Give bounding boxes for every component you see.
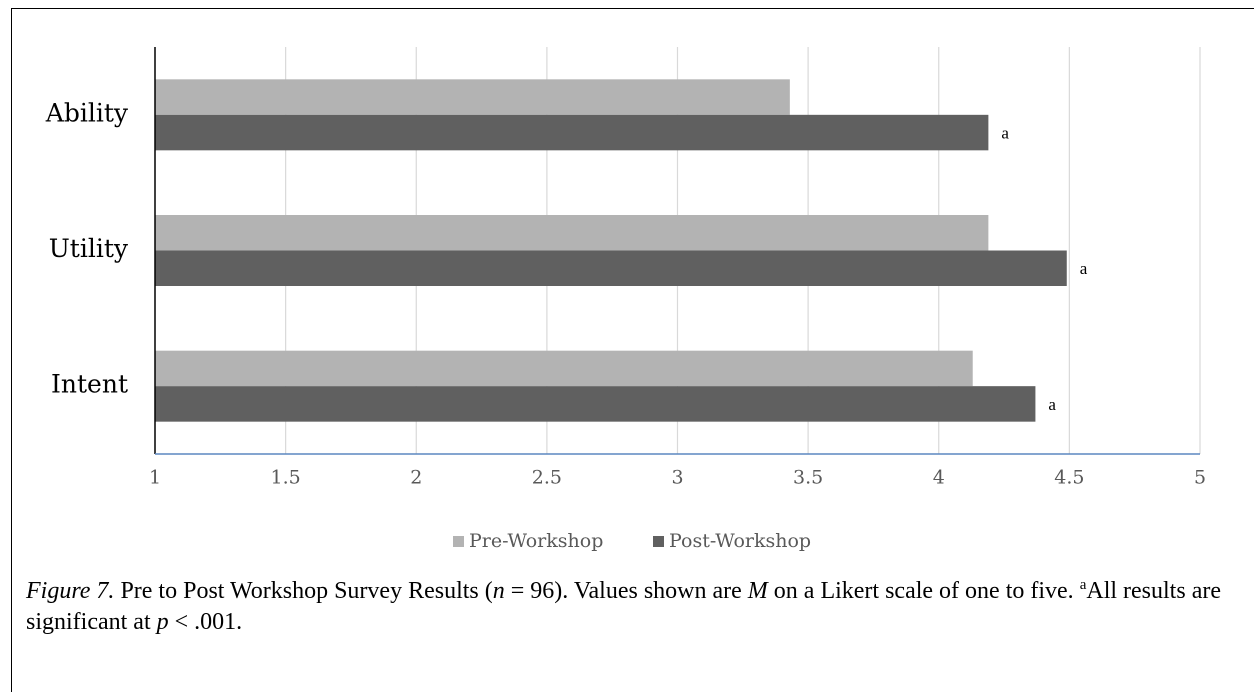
x-tick-label: 3.5	[793, 467, 823, 489]
x-tick-label: 2	[410, 467, 422, 489]
x-tick-label: 1	[149, 467, 161, 489]
caption-text: on a Likert scale of one to five.	[767, 578, 1080, 604]
legend: Pre-Workshop Post-Workshop	[453, 530, 811, 552]
axes	[154, 47, 1200, 455]
figure-caption: Figure 7. Pre to Post Workshop Survey Re…	[26, 576, 1236, 638]
x-tick-label: 4	[933, 467, 945, 489]
significance-labels: a a a	[1001, 123, 1087, 413]
n-symbol: n	[492, 578, 505, 604]
significance-label: a	[1080, 259, 1088, 278]
category-label: Ability	[45, 98, 129, 127]
significance-label: a	[1048, 395, 1056, 414]
bar-pre-workshop	[155, 79, 790, 115]
caption-text: = 96). Values shown are	[504, 578, 748, 604]
legend-swatch	[453, 536, 464, 547]
bar-pre-workshop	[155, 215, 989, 251]
m-symbol: M	[747, 578, 768, 604]
footnote-mark: a	[1079, 577, 1087, 593]
bar-pre-workshop	[155, 350, 973, 387]
figure-label: Figure 7.	[26, 578, 115, 604]
caption-text: Pre to Post Workshop Survey Results (	[114, 578, 493, 604]
caption-text: < .001.	[168, 609, 243, 635]
x-tick-label: 2.5	[532, 467, 562, 489]
caption-text: All results are significant at	[26, 578, 1221, 635]
x-tick-labels: 1 1.5 2 2.5 3 3.5 4 4.5 5	[149, 467, 1206, 489]
category-label: Intent	[51, 370, 128, 399]
bar-post-workshop	[155, 386, 1036, 422]
category-label: Utility	[49, 234, 129, 263]
x-tick-label: 5	[1194, 467, 1206, 489]
legend-label: Pre-Workshop	[469, 530, 603, 552]
p-symbol: p	[156, 609, 169, 635]
x-tick-label: 3	[671, 467, 683, 489]
legend-swatch	[653, 536, 664, 547]
legend-label: Post-Workshop	[669, 530, 811, 552]
figure-frame	[11, 8, 1254, 692]
bar-chart: 1 1.5 2 2.5 3 3.5 4 4.5 5 Ability Utility Intent a…	[45, 47, 1206, 552]
bar-post-workshop	[155, 250, 1067, 286]
significance-label: a	[1001, 123, 1009, 142]
bars	[155, 79, 1067, 422]
category-labels: Ability Utility Intent	[45, 98, 129, 398]
x-tick-label: 1.5	[271, 467, 301, 489]
x-tick-label: 4.5	[1054, 467, 1084, 489]
bar-post-workshop	[155, 114, 989, 151]
